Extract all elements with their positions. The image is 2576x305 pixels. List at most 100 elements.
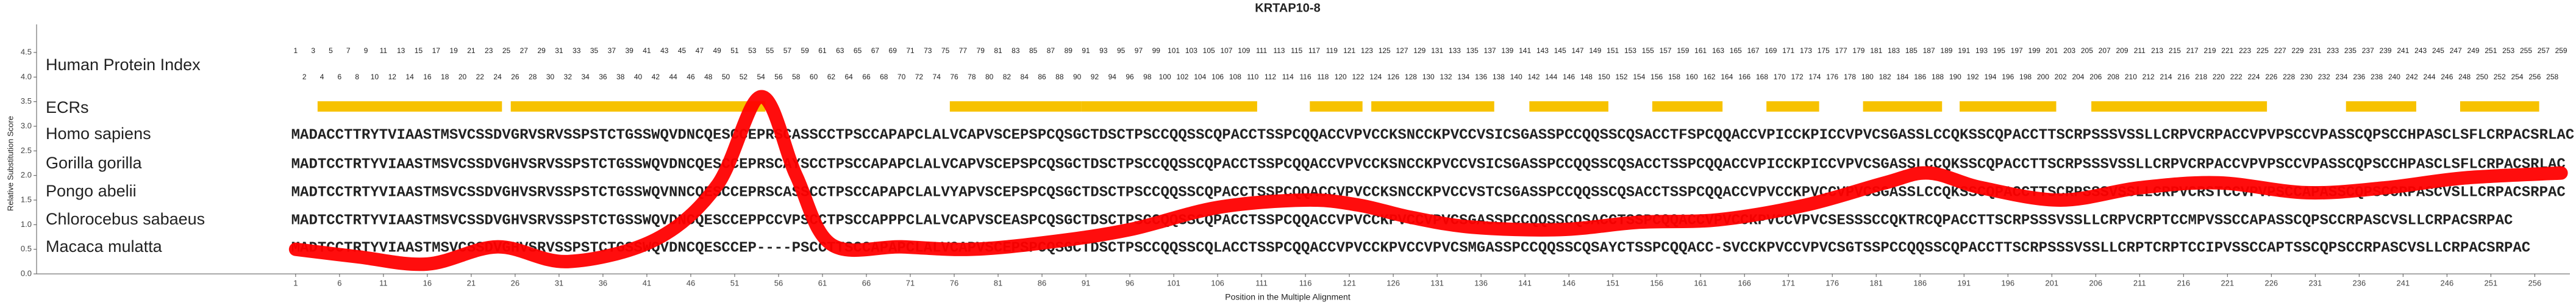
human-index: 29 <box>537 46 546 55</box>
human-index: 175 <box>1818 46 1830 55</box>
x-tick-label: 216 <box>2177 278 2190 287</box>
human-index: 211 <box>2134 46 2146 55</box>
human-index: 131 <box>1431 46 1443 55</box>
x-tick-label: 246 <box>2441 278 2454 287</box>
human-index: 34 <box>581 73 590 81</box>
human-index: 97 <box>1135 46 1143 55</box>
human-index: 64 <box>845 73 854 81</box>
human-index: 82 <box>1003 73 1011 81</box>
human-index: 239 <box>2380 46 2392 55</box>
score-line <box>288 90 2568 271</box>
human-index: 127 <box>1396 46 1408 55</box>
y-tick-label: 2.5 <box>21 146 32 155</box>
human-index: 107 <box>1220 46 1232 55</box>
x-tick-label: 256 <box>2528 278 2542 287</box>
human-index: 216 <box>2177 73 2189 81</box>
human-index: 236 <box>2353 73 2365 81</box>
x-tick-label: 41 <box>643 278 651 287</box>
human-index: 65 <box>854 46 862 55</box>
human-index: 160 <box>1686 73 1698 81</box>
human-index: 154 <box>1633 73 1645 81</box>
human-index: 191 <box>1958 46 1970 55</box>
human-index: 185 <box>1905 46 1918 55</box>
human-index: 35 <box>590 46 599 55</box>
human-index: 215 <box>2169 46 2181 55</box>
human-index: 255 <box>2520 46 2532 55</box>
human-index: 47 <box>696 46 704 55</box>
species-name: Homo sapiens <box>46 124 151 143</box>
human-index: 235 <box>2344 46 2357 55</box>
human-index: 152 <box>1616 73 1628 81</box>
x-tick-label: 176 <box>1825 278 1839 287</box>
human-index: 196 <box>2002 73 2014 81</box>
human-index: 88 <box>1055 73 1064 81</box>
human-index: 2 <box>302 73 307 81</box>
human-index: 229 <box>2292 46 2304 55</box>
human-index: 80 <box>985 73 994 81</box>
x-tick-label: 156 <box>1650 278 1663 287</box>
x-tick-label: 126 <box>1386 278 1400 287</box>
human-index: 223 <box>2239 46 2251 55</box>
human-index: 242 <box>2406 73 2418 81</box>
human-index: 183 <box>1888 46 1900 55</box>
human-index: 108 <box>1229 73 1241 81</box>
human-index: 187 <box>1923 46 1935 55</box>
x-tick-label: 226 <box>2264 278 2278 287</box>
human-index: 179 <box>1852 46 1864 55</box>
human-index: 55 <box>766 46 774 55</box>
human-index: 250 <box>2476 73 2488 81</box>
human-index: 192 <box>1967 73 1979 81</box>
sequence: MADTCCTRTYVIAASTMSVCSSDVGHVSRVSSPSTCTGSS… <box>291 156 2566 173</box>
human-index: 123 <box>1361 46 1373 55</box>
y-tick-label: 2.0 <box>21 170 32 179</box>
human-index: 256 <box>2528 73 2541 81</box>
x-tick-label: 211 <box>2133 278 2146 287</box>
ecr-bar <box>1310 101 1363 112</box>
human-index: 125 <box>1379 46 1391 55</box>
human-index: 147 <box>1572 46 1584 55</box>
human-index: 114 <box>1282 73 1294 81</box>
human-index: 49 <box>713 46 721 55</box>
human-index: 189 <box>1940 46 1952 55</box>
x-tick-label: 101 <box>1167 278 1180 287</box>
human-index: 129 <box>1413 46 1425 55</box>
human-index: 14 <box>405 73 414 81</box>
x-tick-label: 1 <box>293 278 298 287</box>
y-tick-label: 3.0 <box>21 121 32 130</box>
human-index: 23 <box>485 46 493 55</box>
x-tick-label: 81 <box>994 278 1002 287</box>
ecr-bar <box>317 101 502 112</box>
human-index: 118 <box>1317 73 1329 81</box>
human-index: 156 <box>1650 73 1663 81</box>
human-index: 101 <box>1168 46 1180 55</box>
human-index: 26 <box>511 73 519 81</box>
human-index: 109 <box>1238 46 1250 55</box>
human-index: 240 <box>2388 73 2400 81</box>
human-index: 30 <box>546 73 555 81</box>
human-index: 90 <box>1073 73 1082 81</box>
human-index: 199 <box>2028 46 2040 55</box>
human-index: 25 <box>502 46 511 55</box>
human-index: 133 <box>1449 46 1461 55</box>
human-index: 102 <box>1176 73 1188 81</box>
human-index: 99 <box>1152 46 1161 55</box>
x-tick-label: 186 <box>1913 278 1927 287</box>
human-index: 155 <box>1642 46 1654 55</box>
human-index: 124 <box>1369 73 1382 81</box>
human-index: 19 <box>449 46 458 55</box>
human-index: 142 <box>1528 73 1540 81</box>
human-index: 106 <box>1211 73 1224 81</box>
human-index: 186 <box>1914 73 1926 81</box>
human-index: 77 <box>959 46 968 55</box>
human-index: 136 <box>1475 73 1487 81</box>
human-index: 258 <box>2546 73 2558 81</box>
species-name: Macaca mulatta <box>46 237 163 256</box>
human-index: 257 <box>2538 46 2550 55</box>
human-index: 143 <box>1536 46 1549 55</box>
human-index: 130 <box>1422 73 1435 81</box>
human-index: 244 <box>2424 73 2436 81</box>
x-tick-label: 206 <box>2089 278 2102 287</box>
human-index: 153 <box>1624 46 1636 55</box>
ecr-bar <box>1863 101 1943 112</box>
human-index: 50 <box>722 73 730 81</box>
